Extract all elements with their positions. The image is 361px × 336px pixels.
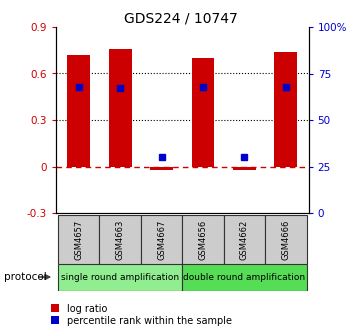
Bar xyxy=(233,167,256,170)
Text: GDS224 / 10747: GDS224 / 10747 xyxy=(123,12,238,26)
Bar xyxy=(182,264,306,291)
Bar xyxy=(182,215,224,264)
Bar xyxy=(274,52,297,167)
Text: GSM4662: GSM4662 xyxy=(240,219,249,259)
Bar xyxy=(265,215,306,264)
Bar xyxy=(150,167,173,170)
Bar xyxy=(192,58,214,167)
Text: GSM4657: GSM4657 xyxy=(74,219,83,259)
Text: GSM4663: GSM4663 xyxy=(116,219,125,260)
Bar xyxy=(68,55,90,167)
Bar xyxy=(58,264,182,291)
Bar xyxy=(99,215,141,264)
Text: double round amplification: double round amplification xyxy=(183,273,305,282)
Bar xyxy=(109,49,131,167)
Text: GSM4656: GSM4656 xyxy=(199,219,208,259)
Bar xyxy=(141,215,182,264)
Text: GSM4667: GSM4667 xyxy=(157,219,166,260)
Text: single round amplification: single round amplification xyxy=(61,273,179,282)
Legend: log ratio, percentile rank within the sample: log ratio, percentile rank within the sa… xyxy=(41,300,236,330)
Bar xyxy=(58,215,99,264)
Text: GSM4666: GSM4666 xyxy=(281,219,290,260)
Text: protocol: protocol xyxy=(4,272,46,282)
Bar xyxy=(224,215,265,264)
